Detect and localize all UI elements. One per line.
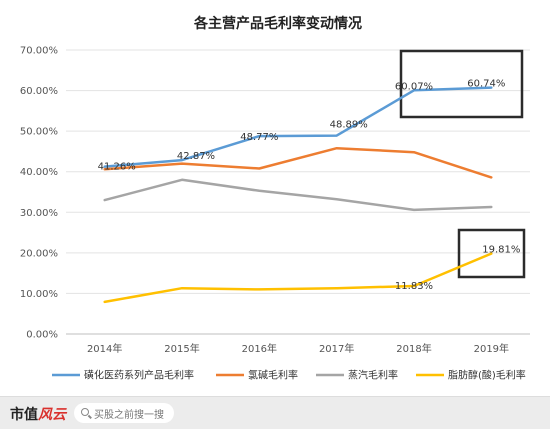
data-label: 11.83% (395, 281, 433, 292)
search-placeholder: 买股之前搜一搜 (94, 410, 164, 421)
gridlines (66, 49, 530, 335)
y-axis-ticks: 0.00% 10.00% 20.00% 30.00% 40.00% 50.00% 60.00… (20, 46, 58, 341)
legend-label: 脂肪醇(酸)毛利率 (448, 369, 526, 382)
footer-bar: 市值风云 买股之前搜一搜 (0, 396, 550, 429)
x-axis-ticks: 2014年 2015年 2016年 2017年 2018年 2019年 (87, 342, 509, 355)
brand-accent-text: 风云 (38, 407, 66, 423)
series-line (103, 146, 493, 179)
y-tick-label: 50.00% (20, 127, 58, 138)
data-label: 48.77% (240, 132, 278, 143)
highlight-box-2018-2019-sulfonation (399, 49, 524, 119)
series-line (103, 86, 493, 168)
legend-label: 蒸汽毛利率 (348, 369, 398, 382)
brand-logo: 市值风云 (10, 404, 66, 424)
y-tick-label: 0.00% (26, 330, 58, 341)
search-input[interactable]: 买股之前搜一搜 (74, 403, 174, 423)
data-label: 19.81% (482, 245, 520, 256)
data-label: 42.87% (177, 151, 215, 162)
data-label: 48.89% (330, 120, 368, 131)
y-tick-label: 10.00% (20, 289, 58, 300)
y-tick-label: 60.00% (20, 86, 58, 97)
brand-main-text: 市值 (10, 407, 38, 423)
series-lines (103, 86, 493, 304)
chart: 各主营产品毛利率变动情况 0.00% 10.00% 20.00% 30.00% 40.0… (20, 15, 530, 382)
x-tick-label: 2015年 (164, 342, 199, 355)
y-tick-label: 30.00% (20, 208, 58, 219)
x-tick-label: 2019年 (474, 342, 509, 355)
series-line (103, 252, 493, 304)
search-icon (81, 408, 89, 416)
data-label: 60.07% (395, 81, 433, 92)
series-line (103, 178, 493, 212)
legend-label: 氯碱毛利率 (248, 369, 298, 382)
y-tick-label: 70.00% (20, 46, 58, 57)
data-label: 60.74% (467, 79, 505, 90)
y-tick-label: 40.00% (20, 167, 58, 178)
chart-title: 各主营产品毛利率变动情况 (193, 15, 362, 32)
data-label: 41.26% (98, 162, 136, 173)
legend-label: 磺化医药系列产品毛利率 (84, 369, 194, 382)
legend: 磺化医药系列产品毛利率 氯碱毛利率 蒸汽毛利率 脂肪醇(酸)毛利率 (52, 369, 526, 382)
y-tick-label: 20.00% (20, 248, 58, 259)
highlight-box-2019-fatty-alcohol (457, 228, 526, 279)
highlight-boxes (399, 49, 526, 279)
x-tick-label: 2014年 (87, 342, 122, 355)
x-tick-label: 2016年 (242, 342, 277, 355)
x-tick-label: 2017年 (319, 342, 354, 355)
x-tick-label: 2018年 (396, 342, 431, 355)
data-labels: 41.26% 42.87% 48.77% 48.89% 60.07% 60.74% 11.8… (98, 79, 521, 292)
